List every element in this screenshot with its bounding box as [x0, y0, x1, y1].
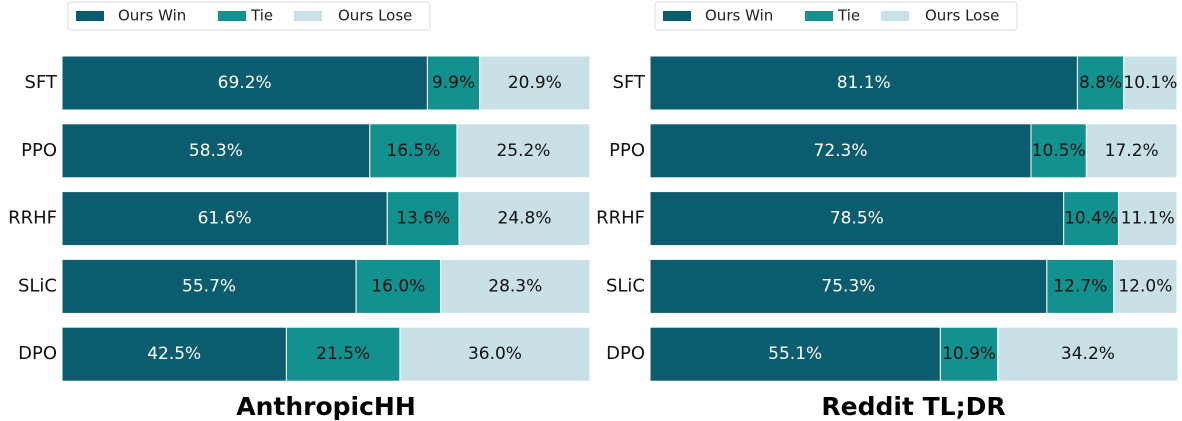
y-tick-label: DPO [18, 343, 57, 364]
bar-segment [61, 123, 371, 179]
legend-label: Tie [837, 7, 860, 25]
value-label: 16.0% [371, 276, 425, 296]
bar-segment [1118, 191, 1178, 247]
bar-segment [456, 123, 591, 179]
bar-segment [649, 258, 1048, 314]
bar-segment [1076, 55, 1125, 111]
bar-segment [355, 258, 442, 314]
value-label: 69.2% [218, 73, 272, 93]
value-label: 16.5% [386, 141, 440, 161]
value-label: 10.4% [1064, 209, 1118, 229]
bar-segment [426, 55, 481, 111]
bar-segment [1113, 258, 1178, 314]
value-label: 81.1% [837, 73, 891, 93]
value-label: 10.5% [1032, 141, 1086, 161]
legend-label: Ours Win [705, 7, 773, 25]
y-tick-label: PPO [21, 140, 57, 161]
legend-swatch [218, 11, 246, 21]
y-tick-label: PPO [609, 140, 645, 161]
value-label: 55.1% [768, 344, 822, 364]
bar-segment [1123, 55, 1178, 111]
bar-segment [997, 326, 1179, 382]
value-label: 58.3% [189, 141, 243, 161]
value-label: 9.9% [432, 73, 475, 93]
legend-label: Tie [250, 7, 273, 25]
value-label: 11.1% [1121, 209, 1175, 229]
value-label: 42.5% [147, 344, 201, 364]
value-label: 10.9% [942, 344, 996, 364]
value-label: 61.6% [198, 209, 252, 229]
bar-segment [479, 55, 591, 111]
legend-label: Ours Lose [925, 7, 999, 25]
value-label: 13.6% [396, 209, 450, 229]
legend-swatch [805, 11, 833, 21]
value-label: 17.2% [1105, 141, 1159, 161]
legend-swatch [294, 11, 322, 21]
bar-segment [1085, 123, 1178, 179]
value-label: 10.1% [1123, 73, 1177, 93]
chart-title: AnthropicHH [236, 392, 416, 421]
value-label: 20.9% [508, 73, 562, 93]
y-tick-label: SLiC [18, 275, 57, 296]
bar-segment [285, 326, 401, 382]
bar-segment [61, 258, 357, 314]
value-label: 21.5% [316, 344, 370, 364]
value-label: 36.0% [468, 344, 522, 364]
y-tick-label: SFT [25, 72, 58, 93]
bar-segment [1063, 191, 1120, 247]
value-label: 12.0% [1118, 276, 1172, 296]
bar-segment [61, 55, 428, 111]
bar-segment [458, 191, 591, 247]
legend-label: Ours Win [118, 7, 186, 25]
bar-segment [61, 326, 287, 382]
y-tick-label: RRHF [596, 208, 645, 229]
legend-box [654, 1, 1018, 31]
value-label: 28.3% [488, 276, 542, 296]
chart-title: Reddit TL;DR [821, 392, 1005, 421]
legend-swatch [881, 11, 909, 21]
bar-segment [939, 326, 999, 382]
y-tick-label: DPO [606, 343, 645, 364]
value-label: 12.7% [1053, 276, 1107, 296]
bar-segment [399, 326, 591, 382]
bar-segment [440, 258, 591, 314]
value-label: 25.2% [496, 141, 550, 161]
legend-swatch [76, 11, 104, 21]
legend-swatch [663, 11, 691, 21]
bar-segment [369, 123, 458, 179]
bar-segment [61, 191, 388, 247]
y-tick-label: SFT [613, 72, 646, 93]
y-tick-label: RRHF [8, 208, 57, 229]
bar-segment [386, 191, 460, 247]
value-label: 75.3% [821, 276, 875, 296]
bar-segment [1046, 258, 1115, 314]
value-label: 55.7% [182, 276, 236, 296]
value-label: 78.5% [830, 209, 884, 229]
legend-box [67, 1, 431, 31]
value-label: 8.8% [1079, 73, 1122, 93]
y-tick-label: SLiC [606, 275, 645, 296]
value-label: 24.8% [498, 209, 552, 229]
value-label: 34.2% [1061, 344, 1115, 364]
legend-label: Ours Lose [338, 7, 412, 25]
bar-segment [649, 326, 941, 382]
value-label: 72.3% [814, 141, 868, 161]
